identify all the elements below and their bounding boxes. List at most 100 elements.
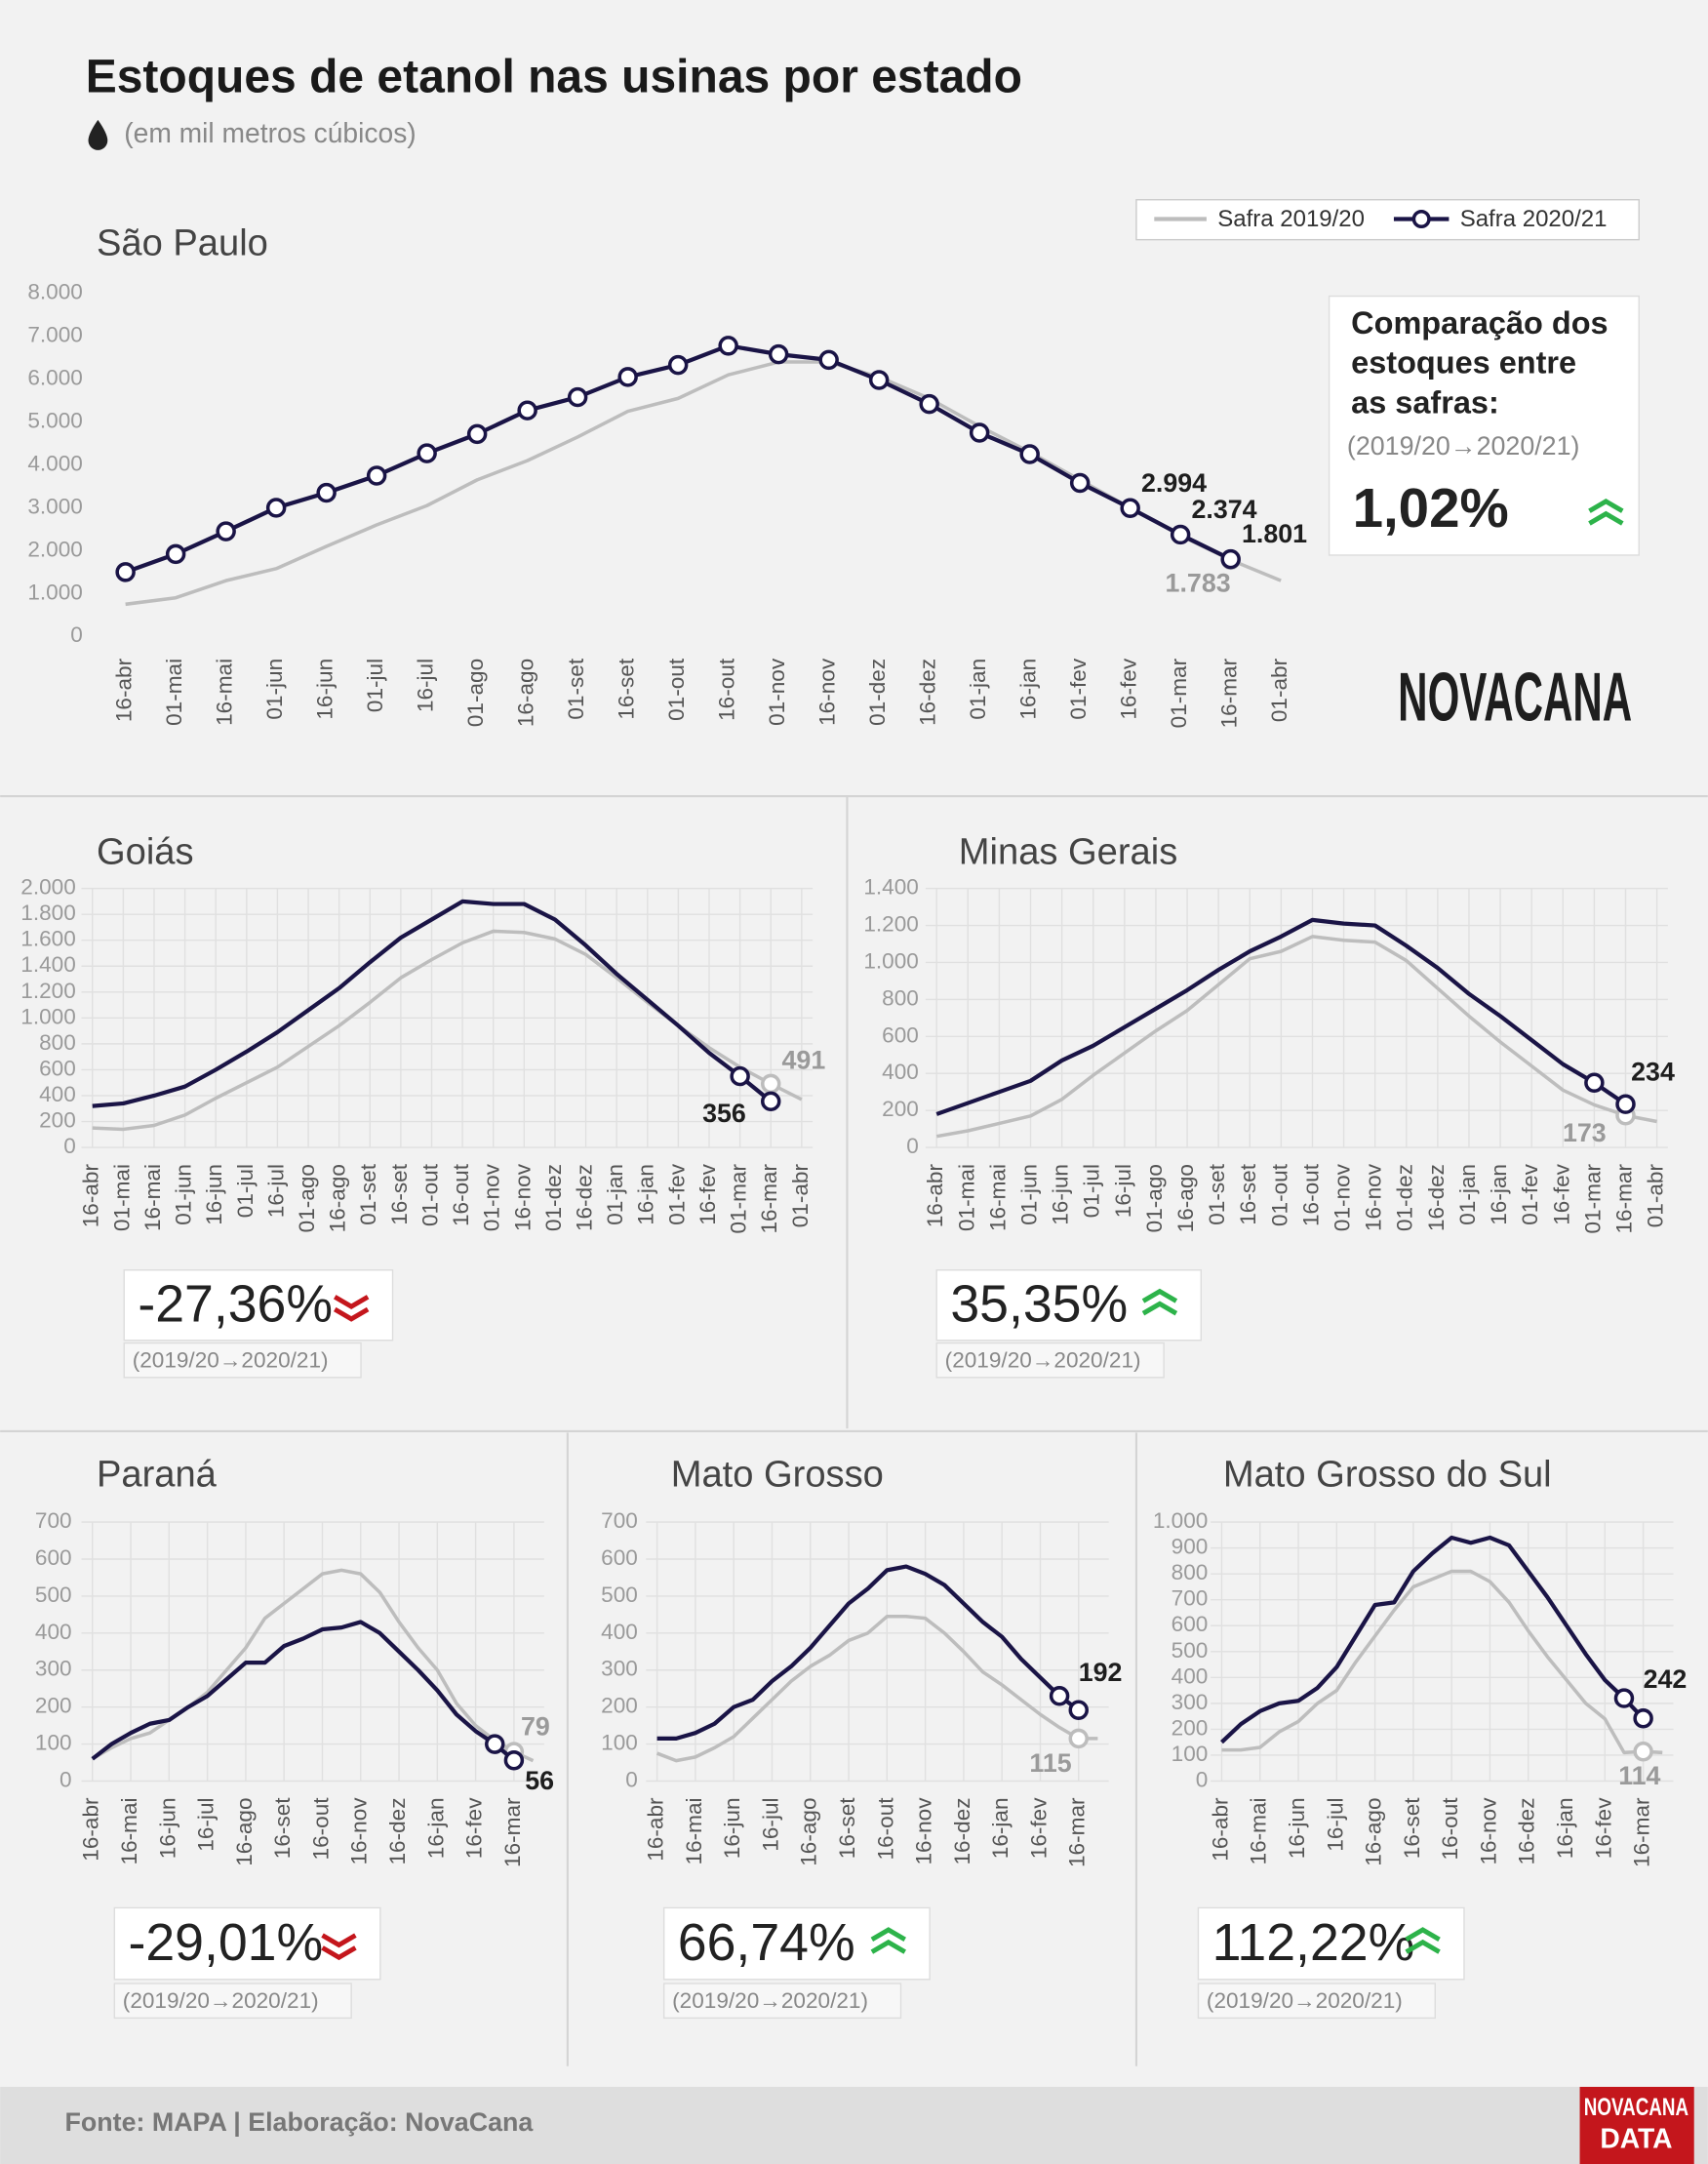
- y-tick-label: 100: [35, 1731, 72, 1755]
- y-tick-label: 4.000: [27, 451, 83, 475]
- y-tick-label: 200: [39, 1107, 76, 1132]
- x-tick-label: 01-set: [1205, 1163, 1229, 1224]
- x-tick-label: 16-jan: [1016, 659, 1041, 720]
- point-marker: [485, 1734, 505, 1754]
- trend-arrow: [333, 1306, 370, 1322]
- x-tick-label: 16-fev: [1117, 658, 1141, 719]
- x-tick-label: 16-dez: [385, 1797, 410, 1864]
- x-tick-label: 16-nov: [815, 658, 840, 726]
- y-tick-label: 800: [1172, 1560, 1209, 1584]
- y-tick-label: 300: [35, 1657, 72, 1681]
- comparison-value: 112,22%: [1212, 1913, 1415, 1972]
- data-label: 2.374: [1191, 495, 1256, 524]
- x-tick-label: 16-ago: [1362, 1797, 1386, 1865]
- comparison-period: (2019/20→2020/21): [945, 1348, 1141, 1373]
- x-tick-label: 16-jun: [155, 1797, 179, 1859]
- comparison-title: Comparação dos: [1351, 305, 1608, 341]
- x-tick-label: 16-fev: [1549, 1163, 1573, 1224]
- comparison-period: (2019/20→2020/21): [672, 1988, 868, 2013]
- data-label: 1.801: [1242, 519, 1307, 548]
- x-tick-label: 16-fev: [462, 1797, 487, 1859]
- x-tick-label: 16-nov: [912, 1797, 936, 1865]
- y-tick-label: 600: [882, 1022, 919, 1047]
- trend-arrow: [1588, 510, 1624, 526]
- point-marker: [1049, 1686, 1070, 1706]
- y-tick-label: 200: [1172, 1715, 1209, 1740]
- y-tick-label: 300: [1172, 1690, 1209, 1714]
- y-tick-label: 2.000: [20, 875, 76, 900]
- x-tick-label: 16-mar: [1630, 1797, 1654, 1867]
- point-marker: [768, 343, 789, 365]
- x-tick-label: 01-set: [356, 1163, 380, 1224]
- x-tick-label: 16-nov: [1476, 1797, 1500, 1865]
- point-marker: [1220, 548, 1241, 570]
- y-tick-label: 400: [601, 1620, 638, 1644]
- x-tick-label: 16-fev: [695, 1163, 720, 1224]
- x-tick-label: 16-mai: [682, 1797, 706, 1864]
- y-tick-label: 0: [906, 1134, 919, 1158]
- y-tick-label: 800: [882, 985, 919, 1010]
- x-tick-label: 16-jun: [313, 659, 338, 720]
- y-tick-label: 1.200: [863, 912, 919, 937]
- data-label: 242: [1644, 1664, 1688, 1694]
- chart-title: Mato Grosso do Sul: [1223, 1455, 1552, 1496]
- trend-arrow: [321, 1933, 357, 1948]
- x-tick-label: 16-abr: [112, 658, 137, 722]
- y-tick-label: 1.600: [20, 927, 76, 951]
- series-line: [92, 899, 773, 1108]
- point-marker: [730, 1065, 750, 1087]
- x-tick-label: 16-dez: [573, 1164, 597, 1231]
- point-marker: [1069, 472, 1091, 494]
- point-marker: [868, 370, 890, 390]
- x-tick-label: 01-ago: [295, 1164, 319, 1232]
- point-marker: [718, 336, 738, 356]
- x-tick-label: 01-out: [664, 658, 689, 721]
- x-tick-label: 01-dez: [1393, 1164, 1417, 1231]
- comparison-value: 1,02%: [1353, 477, 1509, 539]
- legend-label: Safra 2019/20: [1217, 206, 1365, 232]
- x-tick-label: 16-mar: [1611, 1164, 1636, 1234]
- point-marker: [1068, 1728, 1089, 1749]
- x-tick-label: 16-out: [1438, 1797, 1462, 1861]
- comparison-value: -29,01%: [128, 1913, 323, 1972]
- x-tick-label: 16-fev: [1591, 1797, 1615, 1859]
- y-tick-label: 400: [39, 1082, 76, 1106]
- y-tick-label: 600: [601, 1545, 638, 1570]
- point-marker: [417, 443, 437, 463]
- y-tick-label: 300: [601, 1657, 638, 1681]
- y-tick-label: 0: [70, 622, 83, 647]
- y-tick-label: 500: [1172, 1638, 1209, 1663]
- x-tick-label: 01-jul: [233, 1164, 258, 1218]
- point-marker: [667, 354, 689, 376]
- x-tick-label: 16-mai: [213, 659, 237, 726]
- series-line: [1221, 1569, 1663, 1755]
- x-tick-label: 01-fev: [1518, 1163, 1542, 1224]
- comparison-value: -27,36%: [138, 1275, 333, 1334]
- point-marker: [1613, 1688, 1635, 1708]
- x-tick-label: 16-jul: [263, 1164, 288, 1218]
- x-tick-label: 01-nov: [765, 658, 789, 726]
- x-tick-label: 01-ago: [1142, 1164, 1167, 1232]
- point-marker: [761, 1073, 781, 1095]
- series-line: [935, 917, 1627, 1116]
- point-marker: [1615, 1094, 1636, 1114]
- point-marker: [1633, 1742, 1653, 1762]
- data-label: 114: [1618, 1761, 1660, 1790]
- point-marker: [1633, 1708, 1653, 1729]
- comparison-period: (2019/20→2020/21): [133, 1348, 329, 1373]
- point-marker: [1584, 1072, 1605, 1093]
- point-marker: [1120, 498, 1140, 518]
- y-tick-label: 500: [601, 1583, 638, 1607]
- x-tick-label: 01-mai: [162, 659, 186, 726]
- x-tick-label: 01-abr: [1267, 658, 1291, 722]
- x-tick-label: 01-ago: [463, 659, 488, 727]
- x-tick-label: 16-dez: [1515, 1797, 1539, 1864]
- x-tick-label: 16-set: [270, 1797, 295, 1859]
- point-marker: [1170, 524, 1191, 545]
- x-tick-label: 16-dez: [1424, 1164, 1449, 1231]
- series-line: [91, 1620, 516, 1762]
- footer-logo: DATA: [1600, 2122, 1672, 2153]
- x-tick-label: 16-out: [715, 658, 739, 721]
- data-label: 56: [525, 1766, 554, 1795]
- y-tick-label: 8.000: [27, 280, 83, 304]
